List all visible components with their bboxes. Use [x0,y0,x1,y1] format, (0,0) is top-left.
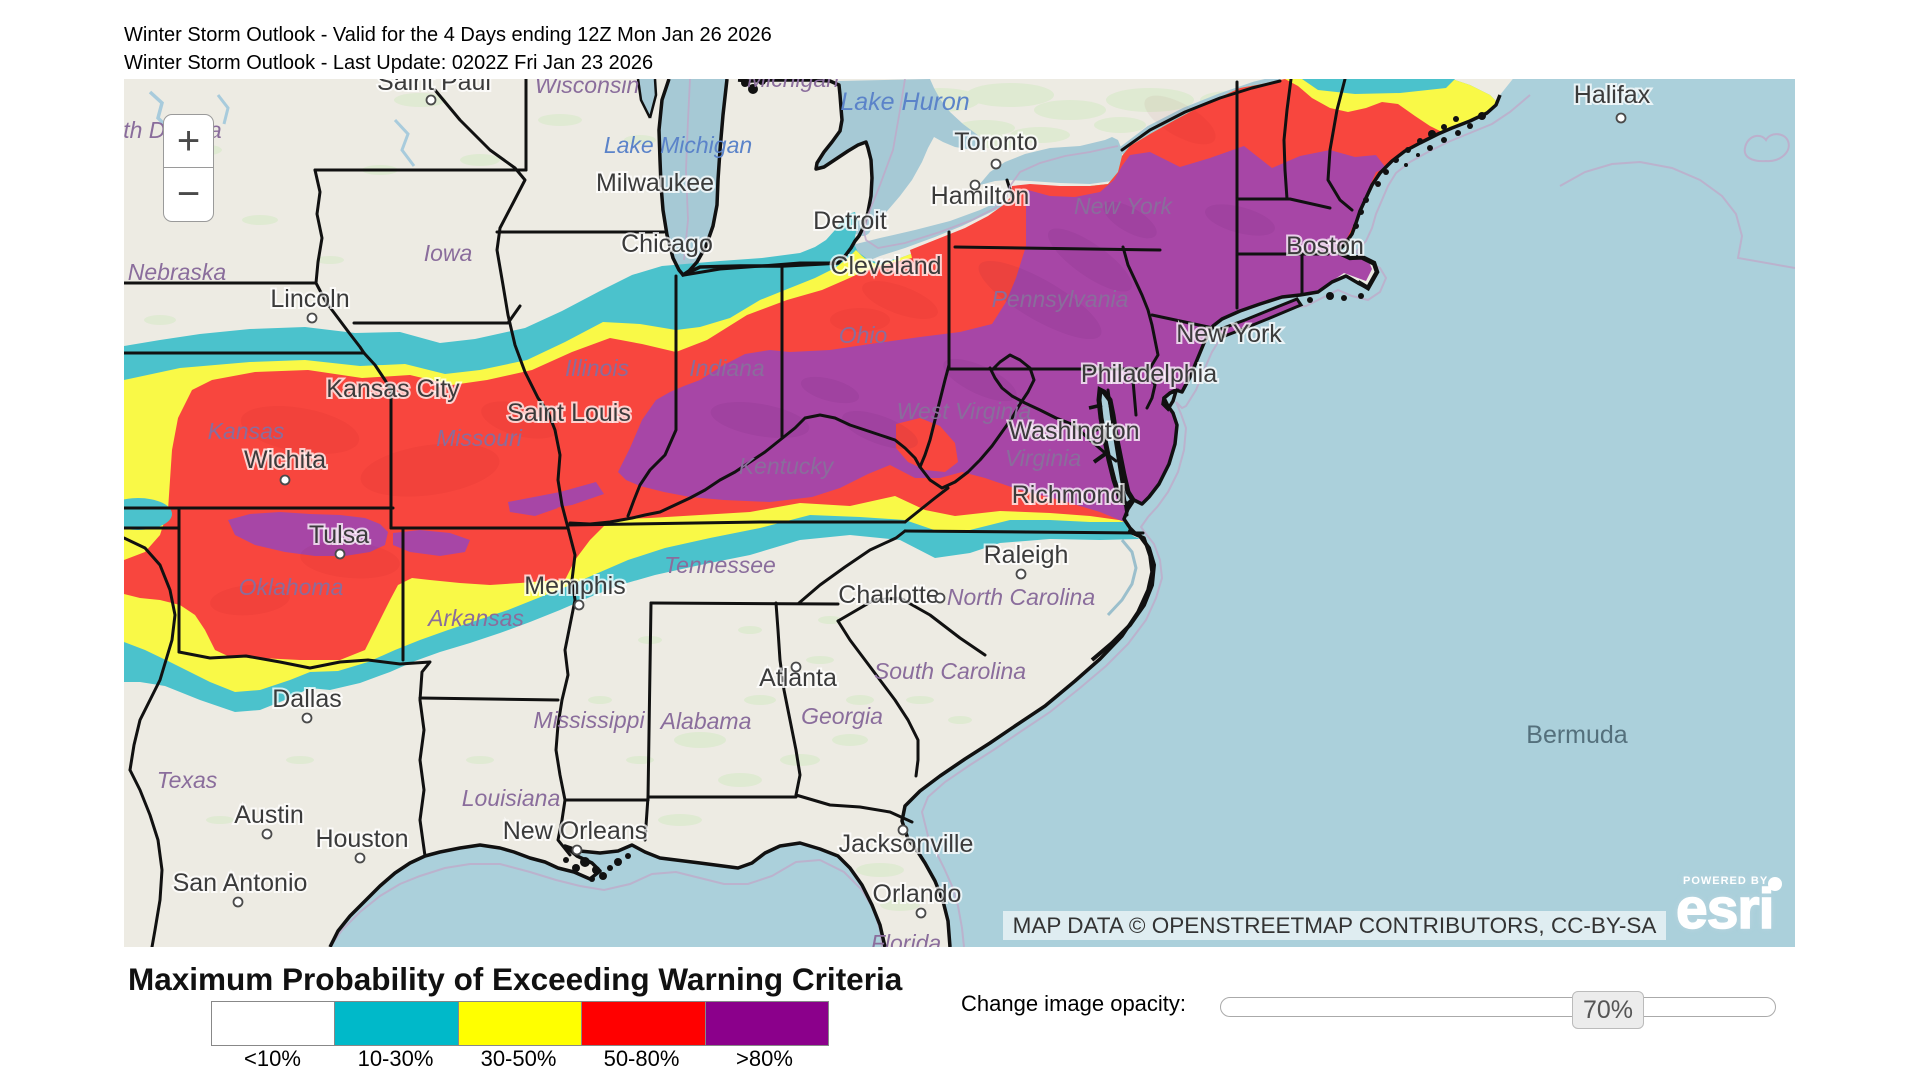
svg-text:Wisconsin: Wisconsin [535,79,640,98]
svg-text:Hamilton: Hamilton [931,182,1030,210]
svg-text:San Antonio: San Antonio [173,869,308,897]
svg-text:Richmond: Richmond [1012,481,1125,509]
svg-text:Ohio: Ohio [839,322,888,348]
svg-text:Arkansas: Arkansas [426,605,524,631]
svg-text:West Virginia: West Virginia [897,398,1032,424]
svg-text:Bermuda: Bermuda [1526,721,1628,749]
svg-text:Detroit: Detroit [813,207,887,235]
svg-text:Kentucky: Kentucky [739,453,835,479]
svg-text:Illinois: Illinois [565,355,629,381]
svg-text:Michigan: Michigan [747,79,839,92]
svg-text:Wichita: Wichita [244,446,326,474]
svg-text:Raleigh: Raleigh [984,541,1069,569]
svg-text:South Carolina: South Carolina [874,658,1026,684]
svg-text:Virginia: Virginia [1005,445,1081,471]
svg-text:New York: New York [1074,193,1174,219]
svg-text:Indiana: Indiana [689,355,764,381]
svg-text:Tennessee: Tennessee [664,552,776,578]
svg-text:Milwaukee: Milwaukee [596,169,714,197]
svg-text:Iowa: Iowa [424,240,473,266]
svg-text:Lake Huron: Lake Huron [840,88,969,116]
svg-text:Toronto: Toronto [954,128,1037,156]
svg-text:New Orleans: New Orleans [503,817,648,845]
svg-text:Jacksonville: Jacksonville [839,830,974,858]
svg-text:Nebraska: Nebraska [128,259,226,285]
svg-text:Missouri: Missouri [436,425,523,451]
svg-text:Charlotte: Charlotte [838,581,939,609]
svg-text:Alabama: Alabama [659,708,752,734]
svg-text:North Carolina: North Carolina [947,584,1095,610]
svg-text:Texas: Texas [157,767,218,793]
svg-text:Boston: Boston [1286,232,1364,260]
svg-text:Georgia: Georgia [801,703,883,729]
svg-text:Orlando: Orlando [873,880,962,908]
svg-text:Mississippi: Mississippi [533,707,645,733]
svg-text:Tulsa: Tulsa [309,521,369,549]
svg-text:Florida: Florida [871,930,941,947]
svg-text:Memphis: Memphis [524,572,625,600]
svg-text:Lake Michigan: Lake Michigan [604,132,752,158]
svg-text:Halifax: Halifax [1574,81,1651,109]
svg-text:Austin: Austin [234,801,303,829]
svg-text:Washington: Washington [1008,417,1139,445]
svg-text:Philadelphia: Philadelphia [1081,360,1217,388]
svg-text:Chicago: Chicago [621,230,713,258]
svg-text:Pennsylvania: Pennsylvania [992,286,1129,312]
svg-text:Kansas: Kansas [208,418,285,444]
svg-text:Saint Paul: Saint Paul [377,79,491,96]
svg-text:Oklahoma: Oklahoma [239,574,344,600]
svg-text:Lincoln: Lincoln [270,285,349,313]
svg-text:New York: New York [1176,320,1282,348]
svg-text:Houston: Houston [315,825,408,853]
svg-text:Saint Louis: Saint Louis [507,399,631,427]
svg-text:Cleveland: Cleveland [830,252,941,280]
svg-text:Dallas: Dallas [272,685,341,713]
svg-text:Kansas City: Kansas City [326,375,460,403]
svg-text:Louisiana: Louisiana [462,785,560,811]
